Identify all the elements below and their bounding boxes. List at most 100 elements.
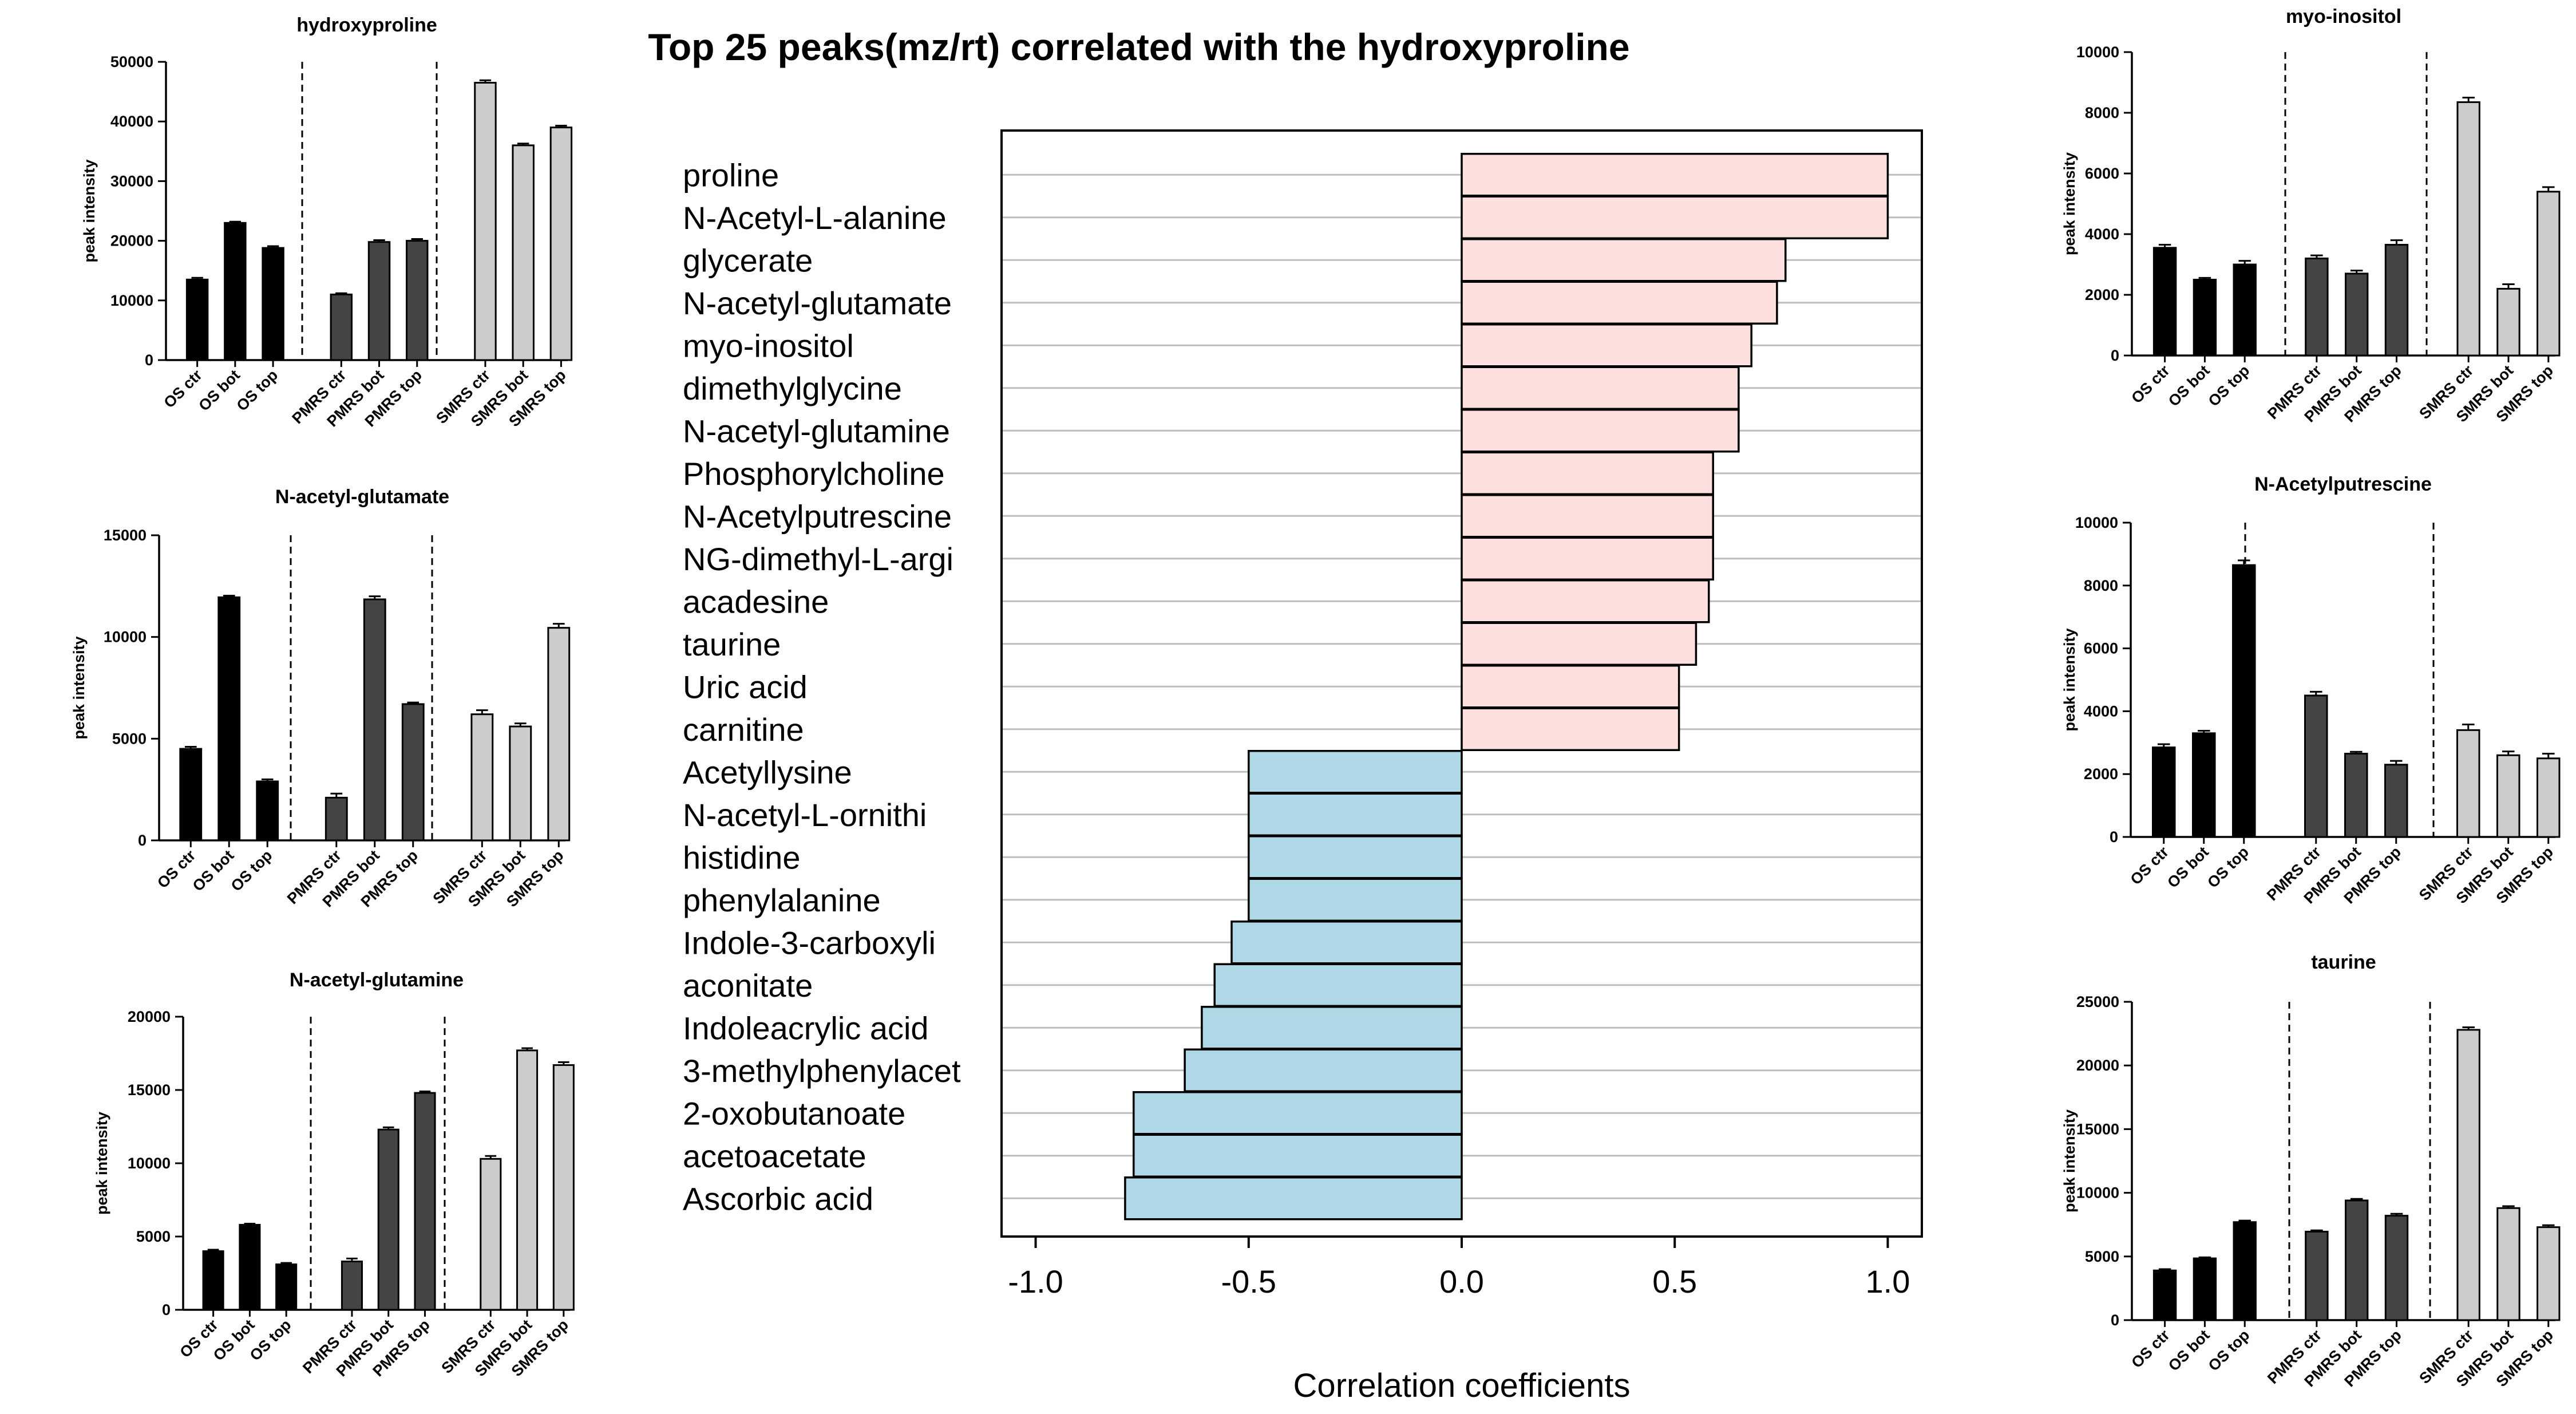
bar-smrs-top xyxy=(2537,191,2561,357)
bar-pmrs-ctr xyxy=(2305,1230,2329,1321)
category-label: histidine xyxy=(683,839,800,875)
category-label: Acetyllysine xyxy=(683,754,852,790)
y-axis-label: peak intensity xyxy=(81,159,98,262)
category-label: Indole-3-carboxyli xyxy=(683,925,936,961)
bar-os-bot xyxy=(2192,732,2216,838)
y-tick-label: 20000 xyxy=(110,232,153,250)
panel-title: N-Acetylputrescine xyxy=(2254,473,2432,495)
bar-pmrs-top xyxy=(414,1092,436,1311)
x-tick-label: OS bot xyxy=(2165,362,2213,410)
bar-carnitine xyxy=(1461,707,1680,751)
main-correlation-chart: Top 25 peaks(mz/rt) correlated with the … xyxy=(648,26,1923,1404)
x-tick-label: -0.5 xyxy=(1221,1263,1277,1300)
y-tick-label: 15000 xyxy=(2076,1120,2119,1137)
bar-phosphorylcholine xyxy=(1461,451,1714,495)
x-tick-label: OS top xyxy=(2205,1326,2253,1374)
bar-taurine xyxy=(1461,622,1697,666)
x-tick-label: OS bot xyxy=(2165,1326,2213,1374)
bar-smrs-top xyxy=(2537,757,2561,838)
category-label: NG-dimethyl-L-argi xyxy=(683,541,953,577)
category-label: glycerate xyxy=(683,242,813,278)
bar-phenylalanine xyxy=(1248,878,1463,922)
x-axis-label: Correlation coefficients xyxy=(1293,1367,1631,1404)
bar-n-acetylputrescine xyxy=(1461,494,1714,538)
y-tick-label: 40000 xyxy=(110,113,153,130)
bar-smrs-ctr xyxy=(2456,101,2480,357)
bar-smrs-top xyxy=(552,1064,575,1311)
bar-pmrs-top xyxy=(406,240,429,361)
bar-pmrs-ctr xyxy=(325,796,348,842)
category-label: acadesine xyxy=(683,583,829,619)
category-label: phenylalanine xyxy=(683,882,881,918)
category-label: taurine xyxy=(683,626,781,662)
bar-glycerate xyxy=(1461,238,1787,282)
bar-os-bot xyxy=(217,596,241,842)
bar-3-methylphenylacet xyxy=(1184,1048,1463,1092)
y-tick-label: 0 xyxy=(2111,347,2119,364)
x-tick-label: OS ctr xyxy=(2128,1326,2173,1372)
x-tick-label: OS ctr xyxy=(2127,843,2172,888)
category-label: proline xyxy=(683,157,779,193)
bar-os-top xyxy=(262,247,284,361)
bar-uric-acid xyxy=(1461,665,1680,709)
bar-os-ctr xyxy=(179,748,203,842)
y-tick-label: 4000 xyxy=(2085,226,2119,243)
bar-os-bot xyxy=(2193,279,2217,357)
bar-aconitate xyxy=(1213,963,1463,1007)
bar-os-ctr xyxy=(185,278,209,361)
bar-2-oxobutanoate xyxy=(1133,1091,1463,1135)
panel-myo-inositol: myo-inositol peak intensity 0 2000 4000 6000 8… xyxy=(2061,6,2561,425)
bar-ng-dimethyl-l-argi xyxy=(1461,536,1714,580)
bar-n-acetyl-l-ornithi xyxy=(1248,792,1463,836)
panel-n-acetylputrescine: N-Acetylputrescine peak intensity 0 2000 400… xyxy=(2061,473,2561,907)
bar-dimethylglycine xyxy=(1461,366,1740,410)
bar-smrs-top xyxy=(547,627,571,842)
category-label: N-Acetyl-L-alanine xyxy=(683,200,947,236)
bar-n-acetyl-glutamine xyxy=(1461,409,1740,453)
bar-smrs-top xyxy=(549,127,573,361)
y-tick-label: 15000 xyxy=(104,527,147,544)
bar-ascorbic-acid xyxy=(1124,1176,1463,1221)
category-label: Indoleacrylic acid xyxy=(683,1010,929,1046)
bar-os-top xyxy=(2233,1221,2257,1321)
category-label: N-acetyl-glutamine xyxy=(683,413,950,449)
category-label: 2-oxobutanoate xyxy=(683,1095,905,1131)
category-label: 3-methylphenylacet xyxy=(683,1053,961,1089)
bar-histidine xyxy=(1248,835,1463,879)
bar-pmrs-bot xyxy=(2344,272,2369,357)
bar-os-top xyxy=(275,1263,298,1311)
y-tick-label: 0 xyxy=(145,351,153,369)
y-tick-label: 10000 xyxy=(2076,44,2119,61)
bar-pmrs-bot xyxy=(2344,753,2368,838)
y-tick-label: 10000 xyxy=(128,1155,171,1172)
bar-pmrs-ctr xyxy=(341,1261,363,1311)
x-tick-label: OS ctr xyxy=(2128,362,2173,407)
bar-os-bot xyxy=(239,1224,261,1311)
bar-smrs-top xyxy=(2537,1226,2561,1321)
y-tick-label: 50000 xyxy=(110,53,153,70)
category-label: acetoacetate xyxy=(683,1138,866,1174)
bar-smrs-bot xyxy=(512,144,535,361)
y-axis-label: peak intensity xyxy=(93,1112,110,1215)
bar-n-acetyl-glutamate xyxy=(1461,281,1778,325)
y-tick-label: 8000 xyxy=(2085,104,2119,121)
y-tick-label: 0 xyxy=(2111,1312,2119,1329)
bar-smrs-bot xyxy=(2496,754,2520,838)
bar-smrs-bot xyxy=(509,725,532,842)
panel-title: N-acetyl-glutamine xyxy=(290,969,464,991)
category-label: myo-inositol xyxy=(683,327,854,364)
y-tick-label: 20000 xyxy=(2076,1057,2119,1074)
x-tick-label: 0.5 xyxy=(1652,1263,1697,1300)
chart-title: Top 25 peaks(mz/rt) correlated with the … xyxy=(648,26,1629,68)
x-tick-label: OS top xyxy=(247,1316,295,1364)
bar-myo-inositol xyxy=(1461,323,1752,368)
bar-smrs-ctr xyxy=(470,713,494,842)
bar-pmrs-top xyxy=(401,703,425,842)
panel-title: hydroxyproline xyxy=(296,14,437,36)
y-tick-label: 5000 xyxy=(112,730,147,747)
x-tick-label: -1.0 xyxy=(1008,1263,1063,1300)
category-label: Phosphorylcholine xyxy=(683,456,945,492)
category-label: Uric acid xyxy=(683,669,808,705)
bar-pmrs-ctr xyxy=(2304,694,2328,838)
